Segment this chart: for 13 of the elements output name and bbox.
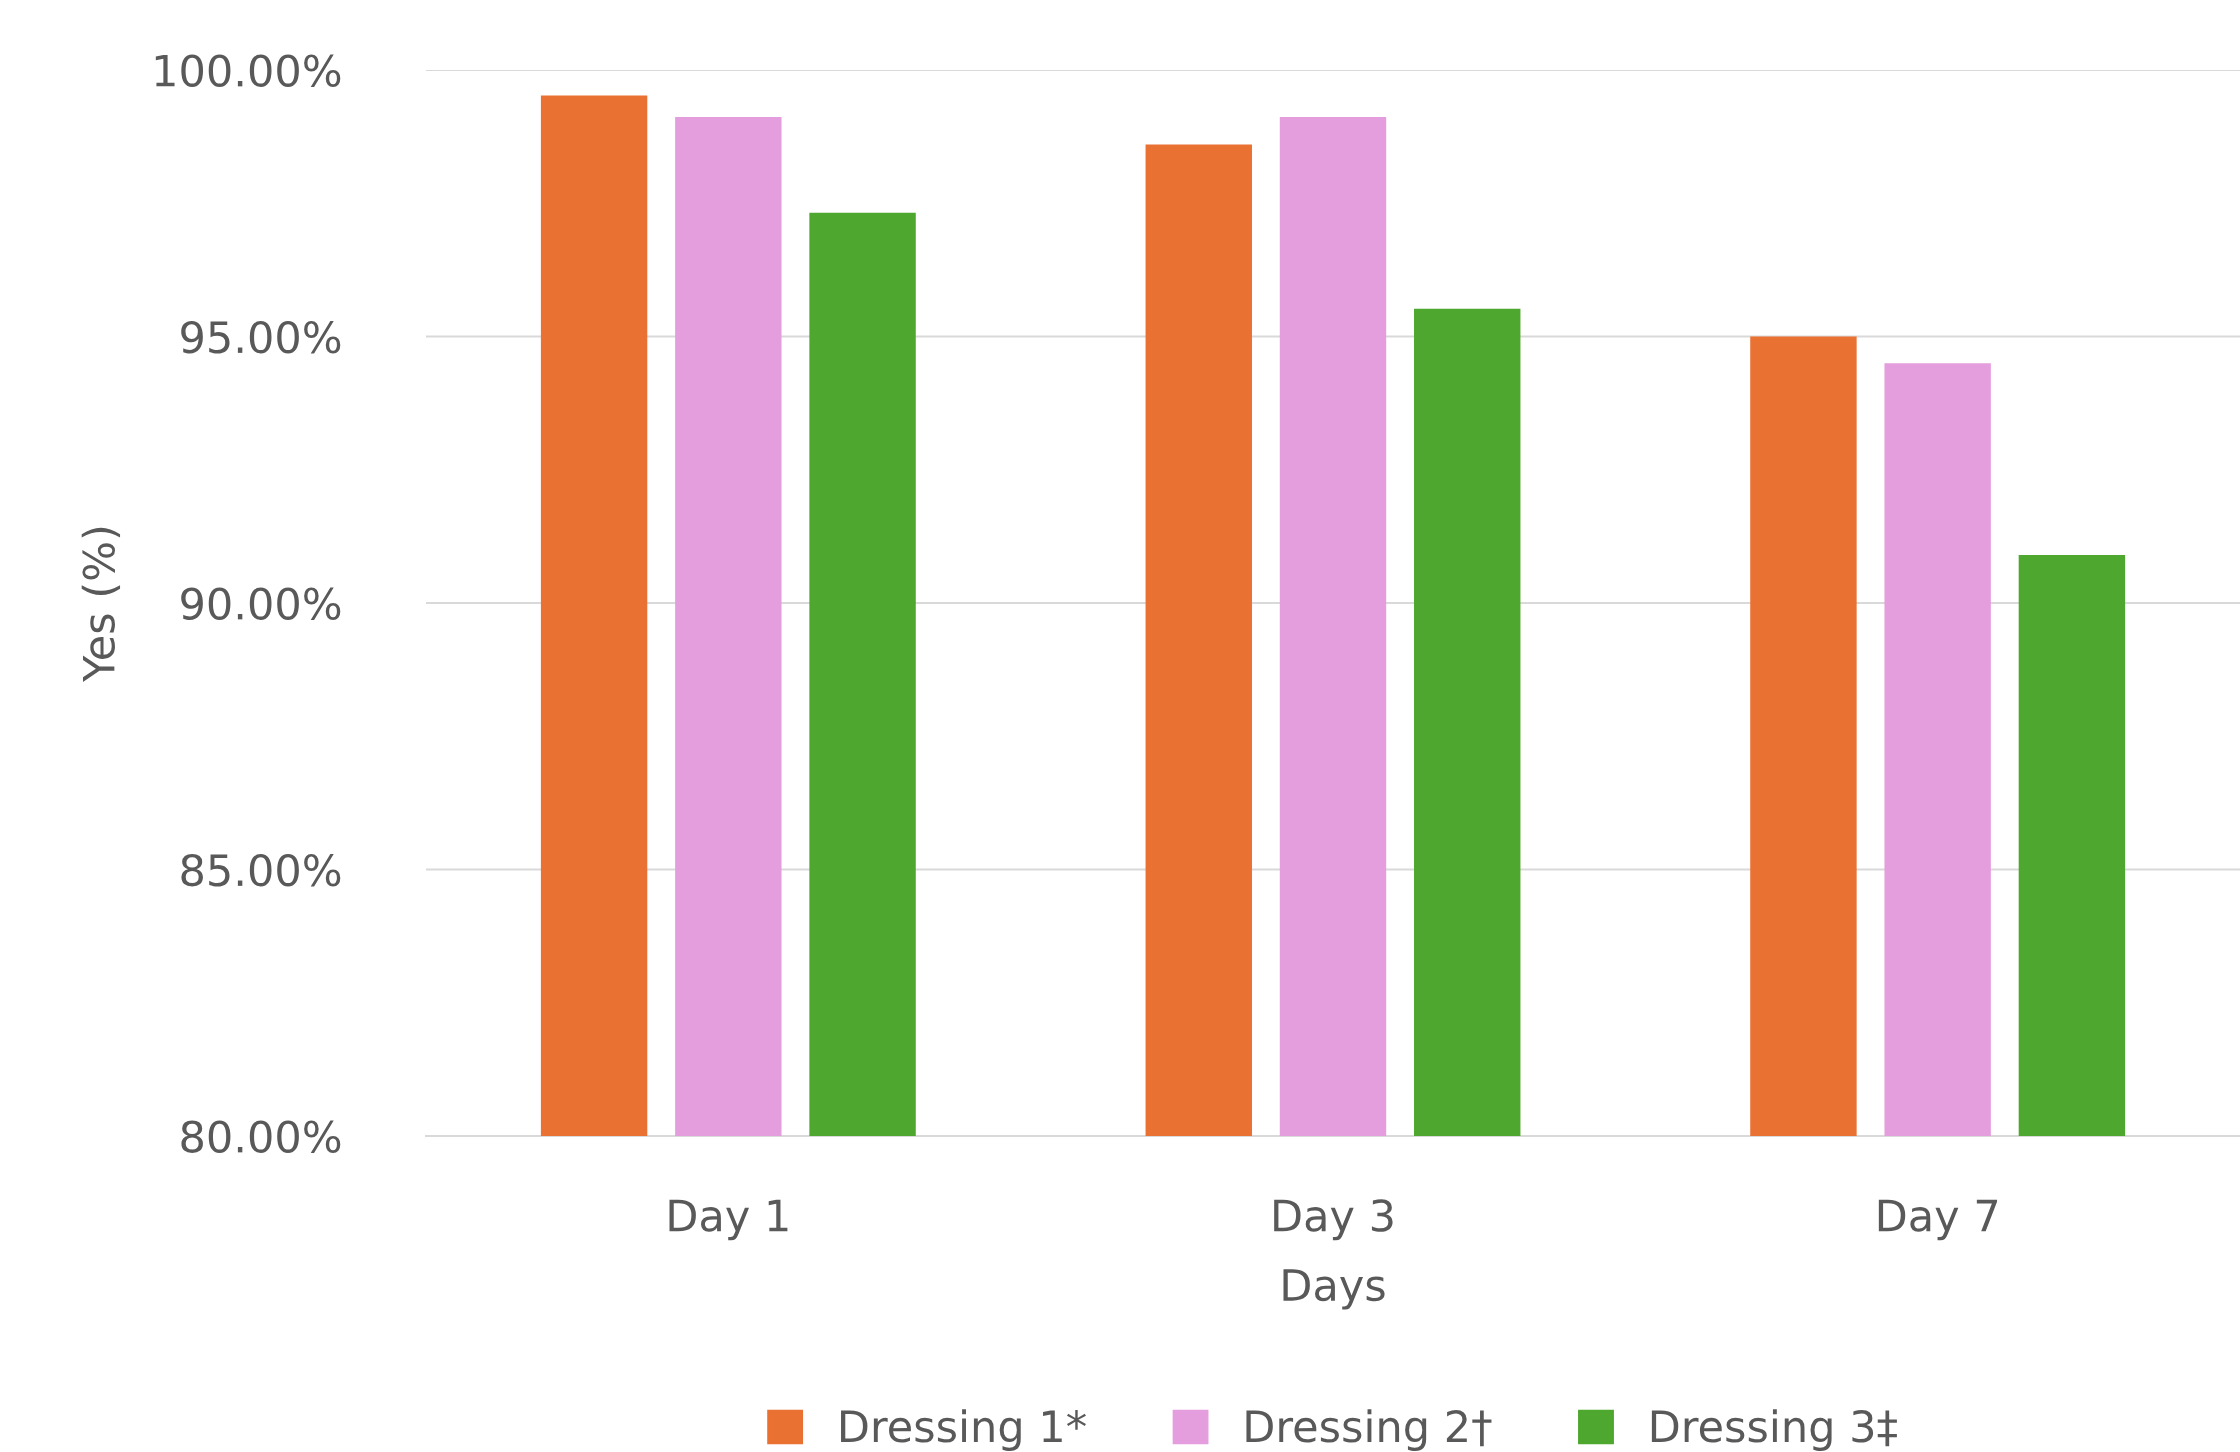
x-tick-label: Day 3 xyxy=(1274,1199,1393,1241)
y-tick-label: 80.00% xyxy=(181,1120,341,1153)
legend-label: Dressing 2† xyxy=(1246,1409,1492,1451)
legend-label: Dressing 3‡ xyxy=(1651,1409,1897,1451)
y-axis-title: Yes (%) xyxy=(81,527,121,682)
y-tick-label: 90.00% xyxy=(181,587,341,620)
x-tick-label: Day 7 xyxy=(1878,1199,1998,1241)
x-axis-title: Days xyxy=(1283,1269,1385,1310)
x-tick-label: Day 1 xyxy=(669,1199,788,1241)
y-tick-label: 85.00% xyxy=(181,853,341,887)
legend-label: Dressing 1* xyxy=(841,1409,1086,1451)
y-tick-label: 100.00% xyxy=(155,54,341,87)
y-tick-label: 95.00% xyxy=(181,320,341,354)
